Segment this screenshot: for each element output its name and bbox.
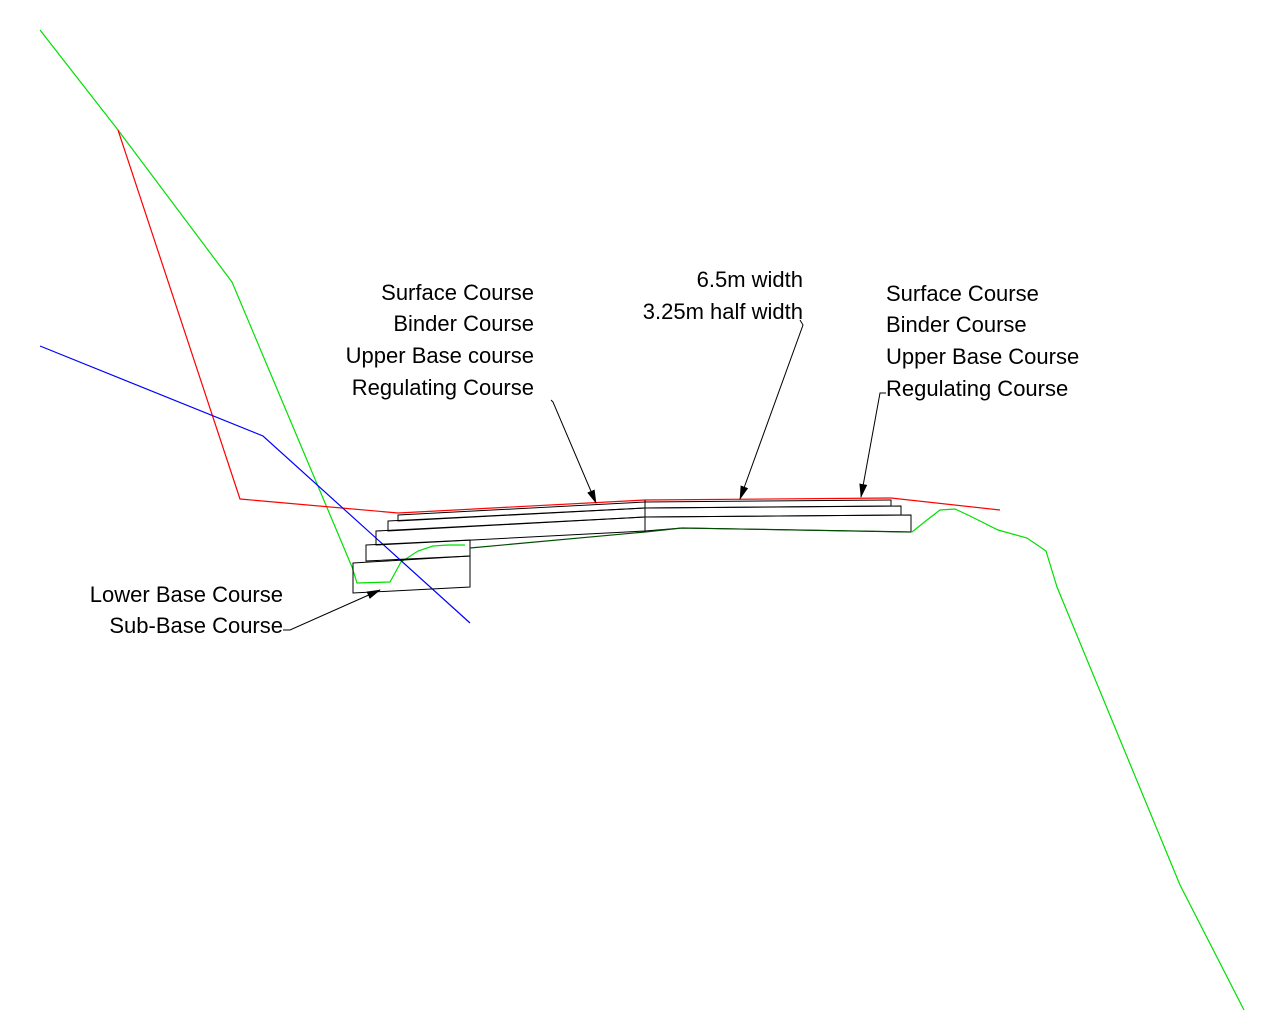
design-surface-line bbox=[117, 129, 1001, 514]
full-width-label: 6.5m width bbox=[697, 267, 803, 292]
left-layer-labels: Surface Course Binder Course Upper Base … bbox=[346, 280, 534, 400]
right-binder-course-label: Binder Course bbox=[886, 312, 1027, 337]
sub-base-course-label: Sub-Base Course bbox=[109, 613, 283, 638]
sub-base-course-layer bbox=[352, 555, 471, 594]
center-width-labels: 6.5m width 3.25m half width bbox=[643, 267, 803, 324]
right-group-leader-arrow bbox=[859, 392, 886, 498]
existing-ground-left-line bbox=[39, 29, 465, 584]
half-width-label: 3.25m half width bbox=[643, 299, 803, 324]
right-upper-base-course-label: Upper Base Course bbox=[886, 344, 1079, 369]
bottom-left-group-leader-arrow bbox=[283, 589, 381, 631]
lower-base-course-label: Lower Base Course bbox=[90, 582, 283, 607]
right-surface-course-label: Surface Course bbox=[886, 281, 1039, 306]
left-surface-course-label: Surface Course bbox=[381, 280, 534, 305]
left-group-leader-arrow bbox=[550, 399, 597, 504]
right-layer-labels: Surface Course Binder Course Upper Base … bbox=[886, 281, 1079, 401]
bottom-left-layer-labels: Lower Base Course Sub-Base Course bbox=[90, 582, 283, 638]
left-regulating-course-label: Regulating Course bbox=[352, 375, 534, 400]
left-upper-base-course-label: Upper Base course bbox=[346, 343, 534, 368]
pavement-layers bbox=[352, 499, 912, 594]
center-group-leader-arrow bbox=[739, 319, 804, 500]
right-regulating-course-label: Regulating Course bbox=[886, 376, 1068, 401]
reference-cut-line bbox=[39, 345, 471, 624]
subgrade-line bbox=[469, 527, 912, 549]
leader-arrows bbox=[283, 319, 886, 631]
existing-ground-right-line bbox=[911, 508, 1245, 1011]
left-binder-course-label: Binder Course bbox=[393, 311, 534, 336]
